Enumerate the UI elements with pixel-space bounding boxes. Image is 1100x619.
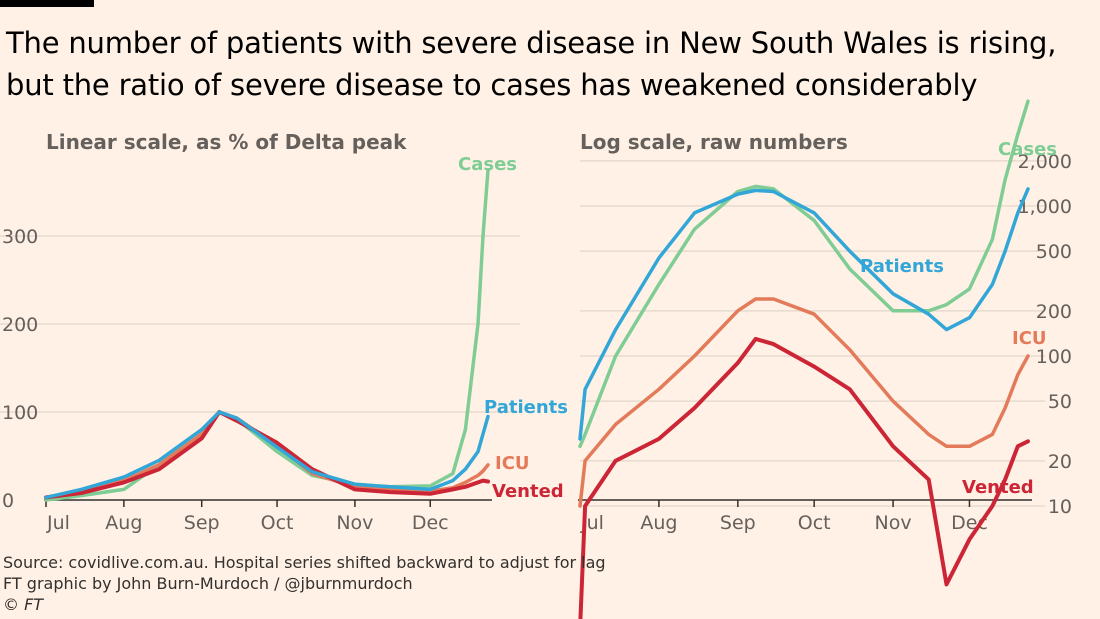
y-tick-label: 100 [2,402,38,424]
source-note: Source: covidlive.com.au. Hospital serie… [3,553,606,572]
x-tick-label: Nov [336,512,373,534]
y-tick-label: 500 [1036,241,1072,263]
y-tick-label: 50 [1048,391,1072,413]
linear-panel-title: Linear scale, as % of Delta peak [46,130,407,154]
log-scale-panel: Log scale, raw numbers 10 20 50 100 200 500 1,… [578,99,1072,619]
x-tick-label: Aug [640,512,677,534]
y-tick-label: 100 [1036,346,1072,368]
icu-series-label: ICU [495,453,530,474]
y-tick-label: 200 [1036,301,1072,323]
linear-scale-panel: Linear scale, as % of Delta peak 0 100 200… [0,130,568,534]
copyright: © FT [3,595,44,614]
chart-headline: The number of patients with severe disea… [6,22,1096,106]
ft-top-bar [0,0,94,7]
cases-line [44,168,490,502]
x-tick-label: Nov [875,512,912,534]
vented-series-label: Vented [962,477,1034,498]
title-line-1: The number of patients with severe disea… [6,26,1057,60]
icu-series-label: ICU [1012,328,1047,349]
vented-line [44,410,490,500]
x-tick-label: Oct [798,512,831,534]
x-tick-label: Sep [720,512,756,534]
y-tick-label: 0 [2,490,14,512]
x-tick-label: Oct [261,512,294,534]
y-tick-label: 10 [1048,496,1072,518]
icu-line [578,297,1030,508]
graphic-credit: FT graphic by John Burn-Murdoch / @jburn… [3,574,413,593]
y-tick-label: 200 [2,314,38,336]
cases-line [578,99,1030,449]
chart-footer: Source: covidlive.com.au. Hospital serie… [3,552,606,615]
patients-line [44,410,490,500]
y-tick-label: 300 [2,226,38,248]
x-tick-label: Dec [412,512,449,534]
x-tick-label: Sep [184,512,220,534]
x-tick-label: Aug [105,512,142,534]
cases-series-label: Cases [458,154,517,175]
patients-series-label: Patients [484,397,568,418]
y-tick-label: 2,000 [1018,151,1072,173]
cases-series-label: Cases [998,139,1057,160]
patients-line [578,187,1030,441]
y-tick-label: 1,000 [1018,196,1072,218]
log-panel-title: Log scale, raw numbers [580,130,848,154]
title-line-2: but the ratio of severe disease to cases… [6,68,978,102]
x-tick-label: Jul [46,512,70,534]
charts-area: Linear scale, as % of Delta peak 0 100 200… [0,99,1072,619]
vented-series-label: Vented [492,481,564,502]
vented-line [578,336,1030,619]
y-tick-label: 20 [1048,451,1072,473]
patients-series-label: Patients [860,256,944,277]
